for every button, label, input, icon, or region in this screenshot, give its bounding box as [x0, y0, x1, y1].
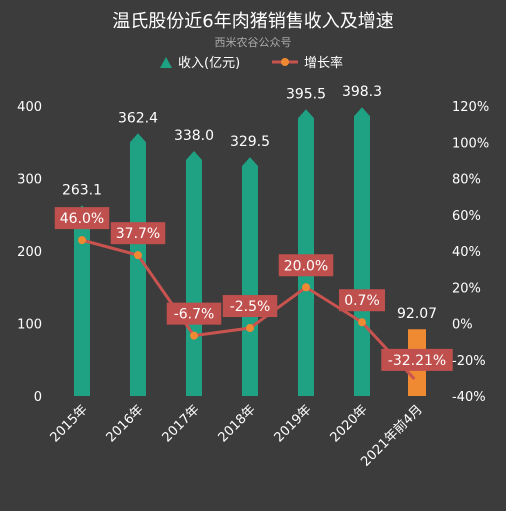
bar-value-label: 395.5: [286, 86, 326, 102]
growth-label: -32.21%: [388, 353, 446, 369]
growth-label: 0.7%: [344, 293, 380, 309]
growth-marker: [190, 331, 198, 340]
bar-value-label: 362.4: [118, 110, 158, 126]
legend-bar-label: 收入(亿元): [178, 56, 240, 71]
bar-value-label: 92.07: [397, 306, 437, 322]
growth-label-box: [110, 222, 166, 245]
y-right-tick-label: -40%: [452, 390, 486, 405]
growth-label: 46.0%: [60, 211, 104, 227]
bar: [130, 133, 146, 396]
bar-value-label: 338.0: [174, 128, 214, 144]
growth-marker: [134, 251, 142, 260]
growth-label: 37.7%: [116, 226, 160, 242]
chart-title: 温氏股份近6年肉猪销售收入及增速: [112, 11, 393, 32]
bar-value-label: 329.5: [230, 134, 270, 150]
y-left-tick-label: 100: [17, 318, 42, 333]
bar-value-labels: 263.1 362.4 338.0 329.5 395.5 398.3 92.07: [62, 84, 437, 322]
legend-bar-icon: [160, 57, 172, 68]
growth-label-box: [381, 348, 453, 371]
x-tick-label: 2019年: [272, 402, 315, 445]
bar: [298, 109, 314, 396]
bar: [74, 205, 90, 396]
x-tick-label: 2015年: [48, 402, 91, 445]
y-right-tick-label: 20%: [452, 281, 481, 296]
chart-subtitle: 西米农谷公众号: [215, 35, 292, 49]
growth-marker: [246, 324, 254, 333]
y-right-tick-label: 80%: [452, 173, 481, 188]
y-left-tick-label: 300: [17, 173, 42, 188]
bar: [354, 107, 370, 397]
y-right-tick-label: 100%: [452, 136, 489, 151]
growth-line-series: 46.0% 37.7% -6.7% -2.5% 20.0% 0.7% -32.21%: [54, 207, 453, 386]
y-right-tick-label: 120%: [452, 100, 489, 115]
growth-label: -2.5%: [230, 299, 271, 315]
x-tick-label: 2020年: [328, 402, 371, 445]
y-axis-right: -40% -20% 0% 20% 40% 60% 80% 100% 120%: [452, 100, 489, 405]
bar: [186, 150, 202, 396]
growth-label-box: [278, 254, 334, 277]
growth-label: -6.7%: [174, 307, 215, 323]
growth-label-box: [54, 207, 110, 230]
x-tick-label: 2018年: [216, 402, 259, 445]
y-right-tick-label: -20%: [452, 354, 486, 369]
bar: [242, 157, 258, 396]
y-axis-left: 0 100 200 300 400: [17, 100, 42, 405]
y-right-tick-label: 40%: [452, 245, 481, 260]
legend-line-label: 增长率: [304, 55, 343, 71]
y-left-tick-label: 400: [17, 100, 42, 115]
growth-label: 20.0%: [284, 258, 328, 274]
growth-marker: [78, 236, 86, 245]
growth-marker: [413, 377, 421, 386]
bar-value-label: 263.1: [62, 182, 102, 198]
bar-value-label: 398.3: [342, 84, 382, 100]
y-right-tick-label: 60%: [452, 209, 481, 224]
legend: 收入(亿元) 增长率: [160, 55, 343, 71]
growth-label-box: [166, 302, 222, 325]
growth-marker: [302, 283, 310, 292]
y-right-tick-label: 0%: [452, 318, 473, 333]
y-left-tick-label: 200: [17, 245, 42, 260]
growth-label-box: [222, 295, 278, 318]
growth-label-box: [339, 289, 385, 312]
y-left-tick-label: 0: [34, 390, 42, 405]
x-tick-label: 2016年: [104, 402, 147, 445]
legend-marker-icon: [281, 58, 289, 66]
growth-marker: [358, 318, 366, 327]
x-tick-label: 2017年: [160, 402, 203, 445]
